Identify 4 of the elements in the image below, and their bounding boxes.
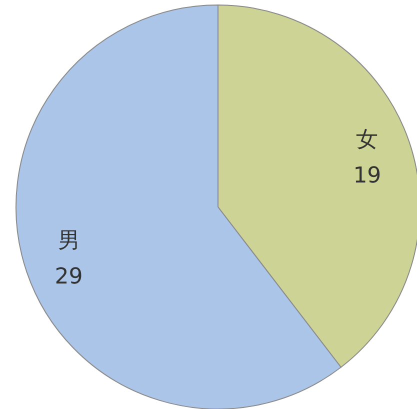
slice-label: 男 [58,228,80,254]
data-label: 29 [54,264,83,290]
data-label: 19 [353,163,382,188]
slice-label: 女 [356,127,378,152]
